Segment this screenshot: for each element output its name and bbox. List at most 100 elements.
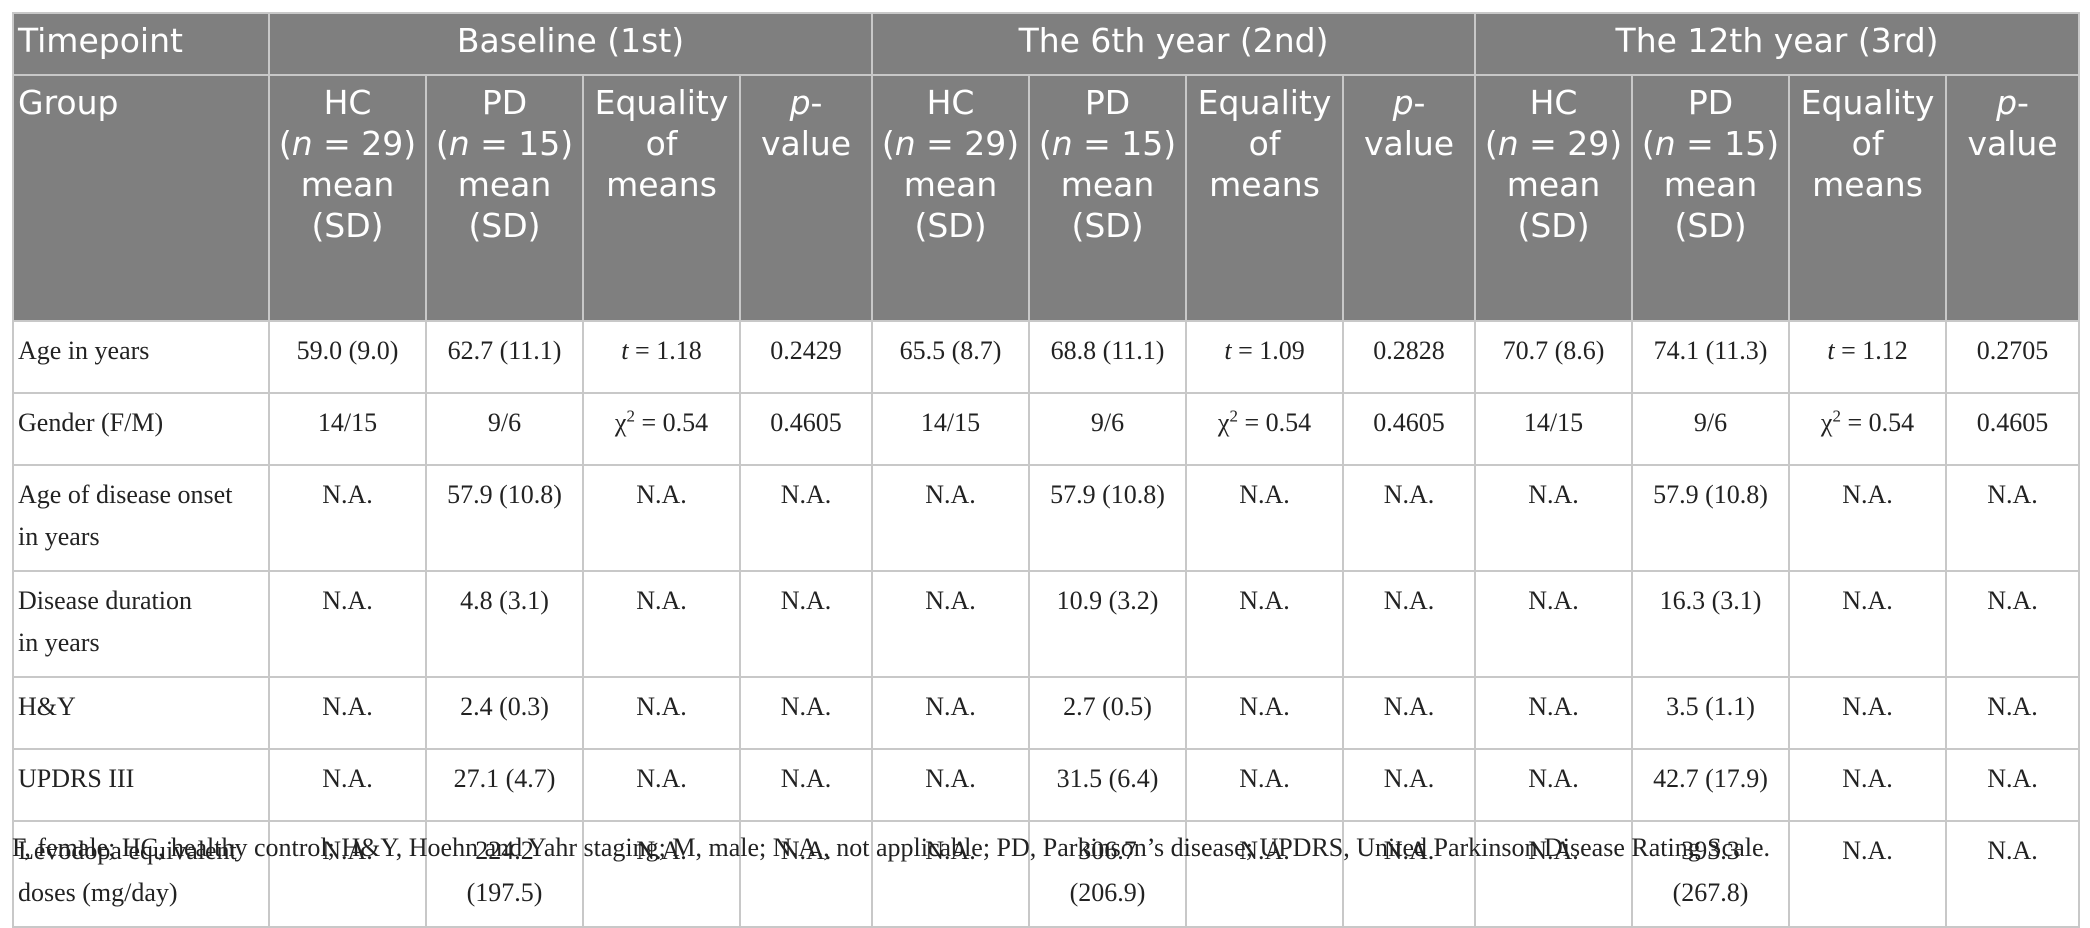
cell-pd: 31.5 (6.4) [1028, 748, 1188, 822]
timepoint-baseline: Baseline (1st) [267, 12, 874, 76]
col-p-value: p-value [1342, 74, 1477, 322]
col-equality: Equality of means [1185, 74, 1345, 322]
cell-equality: N.A. [1185, 676, 1345, 750]
timepoint-12th-year: The 12th year (3rd) [1474, 12, 2081, 76]
cell-pd: 9/6 [1631, 392, 1791, 466]
cell-hc: N.A. [871, 748, 1031, 822]
cell-pd: 74.1 (11.3) [1631, 320, 1791, 394]
cell-hc: N.A. [871, 676, 1031, 750]
cell-p-value: N.A. [1945, 748, 2081, 822]
cell-p-value: N.A. [1342, 464, 1477, 572]
cell-equality: N.A. [1788, 748, 1948, 822]
cell-equality: χ2 = 0.54 [1185, 392, 1345, 466]
cell-p-value: N.A. [738, 570, 874, 678]
table-footnote: F, female; HC, healthy control; H&Y, Hoe… [12, 833, 1771, 862]
table-row: H&Y N.A. 2.4 (0.3) N.A. N.A. N.A. 2.7 (0… [12, 676, 2081, 750]
cell-equality: t = 1.12 [1788, 320, 1948, 394]
cell-p-value: 0.2828 [1342, 320, 1477, 394]
col-equality: Equality of means [582, 74, 741, 322]
cell-hc: N.A. [1474, 676, 1634, 750]
cell-equality: N.A. [1788, 820, 1948, 928]
row-label: Gender (F/M) [12, 392, 270, 466]
cell-p-value: N.A. [1945, 570, 2081, 678]
header-row-groups: Group HC (n = 29) mean (SD) PD (n = 15) mean(… [12, 74, 2081, 322]
cell-hc: N.A. [1474, 748, 1634, 822]
table-row: UPDRS III N.A. 27.1 (4.7) N.A. N.A. N.A.… [12, 748, 2081, 822]
col-p-value: p-value [738, 74, 874, 322]
cell-equality: N.A. [582, 464, 741, 572]
cell-equality: N.A. [1185, 748, 1345, 822]
cell-equality: N.A. [1185, 570, 1345, 678]
cell-pd: 10.9 (3.2) [1028, 570, 1188, 678]
cell-pd: 9/6 [425, 392, 584, 466]
cell-p-value: N.A. [738, 748, 874, 822]
col-hc: HC (n = 29) mean (SD) [1474, 74, 1634, 322]
cell-equality: t = 1.09 [1185, 320, 1345, 394]
cell-pd: 27.1 (4.7) [425, 748, 584, 822]
cell-hc: 65.5 (8.7) [871, 320, 1031, 394]
cell-pd: 4.8 (3.1) [425, 570, 584, 678]
cell-hc: N.A. [1474, 570, 1634, 678]
cell-hc: N.A. [871, 570, 1031, 678]
group-label: Group [12, 74, 270, 322]
table-container: Timepoint Baseline (1st) The 6th year (2… [12, 12, 2081, 928]
cell-pd: 16.3 (3.1) [1631, 570, 1791, 678]
cell-equality: χ2 = 0.54 [1788, 392, 1948, 466]
row-label: H&Y [12, 676, 270, 750]
table-row: Age in years 59.0 (9.0) 62.7 (11.1) t = … [12, 320, 2081, 394]
cell-hc: 14/15 [1474, 392, 1634, 466]
cell-hc: N.A. [268, 570, 427, 678]
col-hc: HC (n = 29) mean (SD) [268, 74, 427, 322]
col-equality: Equality of means [1788, 74, 1948, 322]
cell-equality: N.A. [1788, 570, 1948, 678]
cell-hc: N.A. [1474, 464, 1634, 572]
cell-pd: 2.4 (0.3) [425, 676, 584, 750]
cell-p-value: 0.2429 [738, 320, 874, 394]
cell-p-value: N.A. [1945, 820, 2081, 928]
cell-p-value: N.A. [1945, 676, 2081, 750]
col-pd: PD (n = 15) mean (SD) [1631, 74, 1791, 322]
cell-hc: 14/15 [268, 392, 427, 466]
cell-hc: N.A. [871, 464, 1031, 572]
table-row: Age of disease onset in years N.A. 57.9 (… [12, 464, 2081, 572]
header-row-timepoints: Timepoint Baseline (1st) The 6th year (2… [12, 12, 2081, 76]
row-label: Age of disease onset in years [12, 464, 270, 572]
col-pd: PD (n = 15) mean (SD) [425, 74, 584, 322]
cell-hc: 59.0 (9.0) [268, 320, 427, 394]
cell-hc: N.A. [268, 676, 427, 750]
cell-equality: N.A. [582, 570, 741, 678]
cell-pd: 2.7 (0.5) [1028, 676, 1188, 750]
cell-p-value: 0.4605 [738, 392, 874, 466]
cell-p-value: 0.4605 [1945, 392, 2081, 466]
cell-hc: N.A. [268, 748, 427, 822]
cell-hc: N.A. [268, 464, 427, 572]
cell-pd: 9/6 [1028, 392, 1188, 466]
col-pd: PD (n = 15) mean (SD) [1028, 74, 1188, 322]
cell-pd: 42.7 (17.9) [1631, 748, 1791, 822]
row-label: Disease duration in years [12, 570, 270, 678]
cell-equality: t = 1.18 [582, 320, 741, 394]
cell-p-value: N.A. [1342, 570, 1477, 678]
cell-p-value: N.A. [1342, 748, 1477, 822]
cell-p-value: 0.4605 [1342, 392, 1477, 466]
demographics-table: Timepoint Baseline (1st) The 6th year (2… [12, 12, 2081, 928]
timepoint-label: Timepoint [12, 12, 270, 76]
cell-p-value: N.A. [1945, 464, 2081, 572]
cell-pd: 3.5 (1.1) [1631, 676, 1791, 750]
cell-p-value: N.A. [738, 676, 874, 750]
row-label: UPDRS III [12, 748, 270, 822]
cell-hc: 14/15 [871, 392, 1031, 466]
cell-pd: 68.8 (11.1) [1028, 320, 1188, 394]
table-body: Age in years 59.0 (9.0) 62.7 (11.1) t = … [12, 320, 2081, 928]
cell-equality: N.A. [1788, 464, 1948, 572]
cell-equality: N.A. [582, 676, 741, 750]
cell-pd: 57.9 (10.8) [1028, 464, 1188, 572]
cell-equality: χ2 = 0.54 [582, 392, 741, 466]
cell-equality: N.A. [582, 748, 741, 822]
col-hc: HC (n = 29) mean (SD) [871, 74, 1031, 322]
table-header: Timepoint Baseline (1st) The 6th year (2… [12, 12, 2081, 322]
cell-pd: 57.9 (10.8) [425, 464, 584, 572]
cell-equality: N.A. [1788, 676, 1948, 750]
cell-p-value: 0.2705 [1945, 320, 2081, 394]
cell-pd: 62.7 (11.1) [425, 320, 584, 394]
